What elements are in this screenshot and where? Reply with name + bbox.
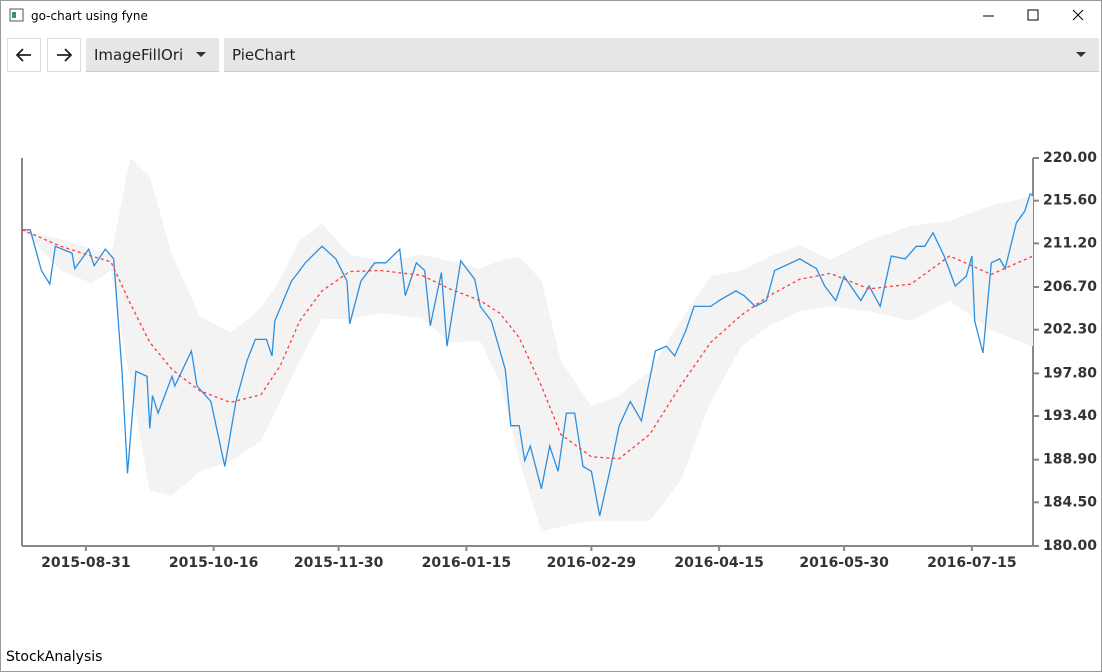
y-tick-label: 211.20 xyxy=(1043,235,1097,251)
chart-select[interactable]: PieChart xyxy=(224,38,1099,72)
y-tick-label: 220.00 xyxy=(1043,150,1097,166)
title-bar: go-chart using fyne xyxy=(1,1,1101,31)
back-button[interactable] xyxy=(7,38,41,72)
moving-average-line xyxy=(21,229,1034,460)
y-tick-label: 206.70 xyxy=(1043,279,1097,295)
y-tick-label: 184.50 xyxy=(1043,494,1097,510)
x-tick-label: 2015-10-16 xyxy=(169,555,259,571)
dropdown-arrow xyxy=(196,52,206,57)
bollinger-band xyxy=(22,158,1033,532)
y-tick-label: 180.00 xyxy=(1043,538,1097,554)
window-icons xyxy=(9,8,1084,22)
x-tick-label: 2016-07-15 xyxy=(927,555,1017,571)
chart-select-value: PieChart xyxy=(232,46,296,64)
x-tick-label: 2016-02-29 xyxy=(547,555,637,571)
y-tick-label: 215.60 xyxy=(1043,193,1097,209)
y-tick-label: 188.90 xyxy=(1043,452,1097,468)
x-tick-label: 2016-04-15 xyxy=(674,555,764,571)
x-tick-label: 2015-11-30 xyxy=(294,555,384,571)
price-line xyxy=(22,192,1034,517)
y-tick-label: 202.30 xyxy=(1043,322,1097,338)
forward-icon xyxy=(57,48,73,62)
dropdown-arrow xyxy=(1076,52,1086,57)
mode-select-value: ImageFillOri xyxy=(94,46,184,64)
x-tick-label: 2016-05-30 xyxy=(799,555,889,571)
x-tick-label: 2015-08-31 xyxy=(41,555,131,571)
mode-select[interactable]: ImageFillOri xyxy=(86,38,219,72)
chart: 180.00 184.50 188.90 193.40 197.80 202.30 206.… xyxy=(21,150,1097,571)
x-tick-label: 2016-01-15 xyxy=(422,555,512,571)
status-label: StockAnalysis xyxy=(6,649,103,665)
forward-button[interactable] xyxy=(47,38,81,72)
back-icon xyxy=(15,48,31,62)
app-icon-detail xyxy=(12,12,16,18)
maximize-button[interactable] xyxy=(1027,9,1039,21)
y-tick-label: 197.80 xyxy=(1043,365,1097,381)
y-tick-label: 193.40 xyxy=(1043,408,1097,424)
window-title: go-chart using fyne xyxy=(31,9,148,23)
close-button[interactable] xyxy=(1072,9,1084,21)
